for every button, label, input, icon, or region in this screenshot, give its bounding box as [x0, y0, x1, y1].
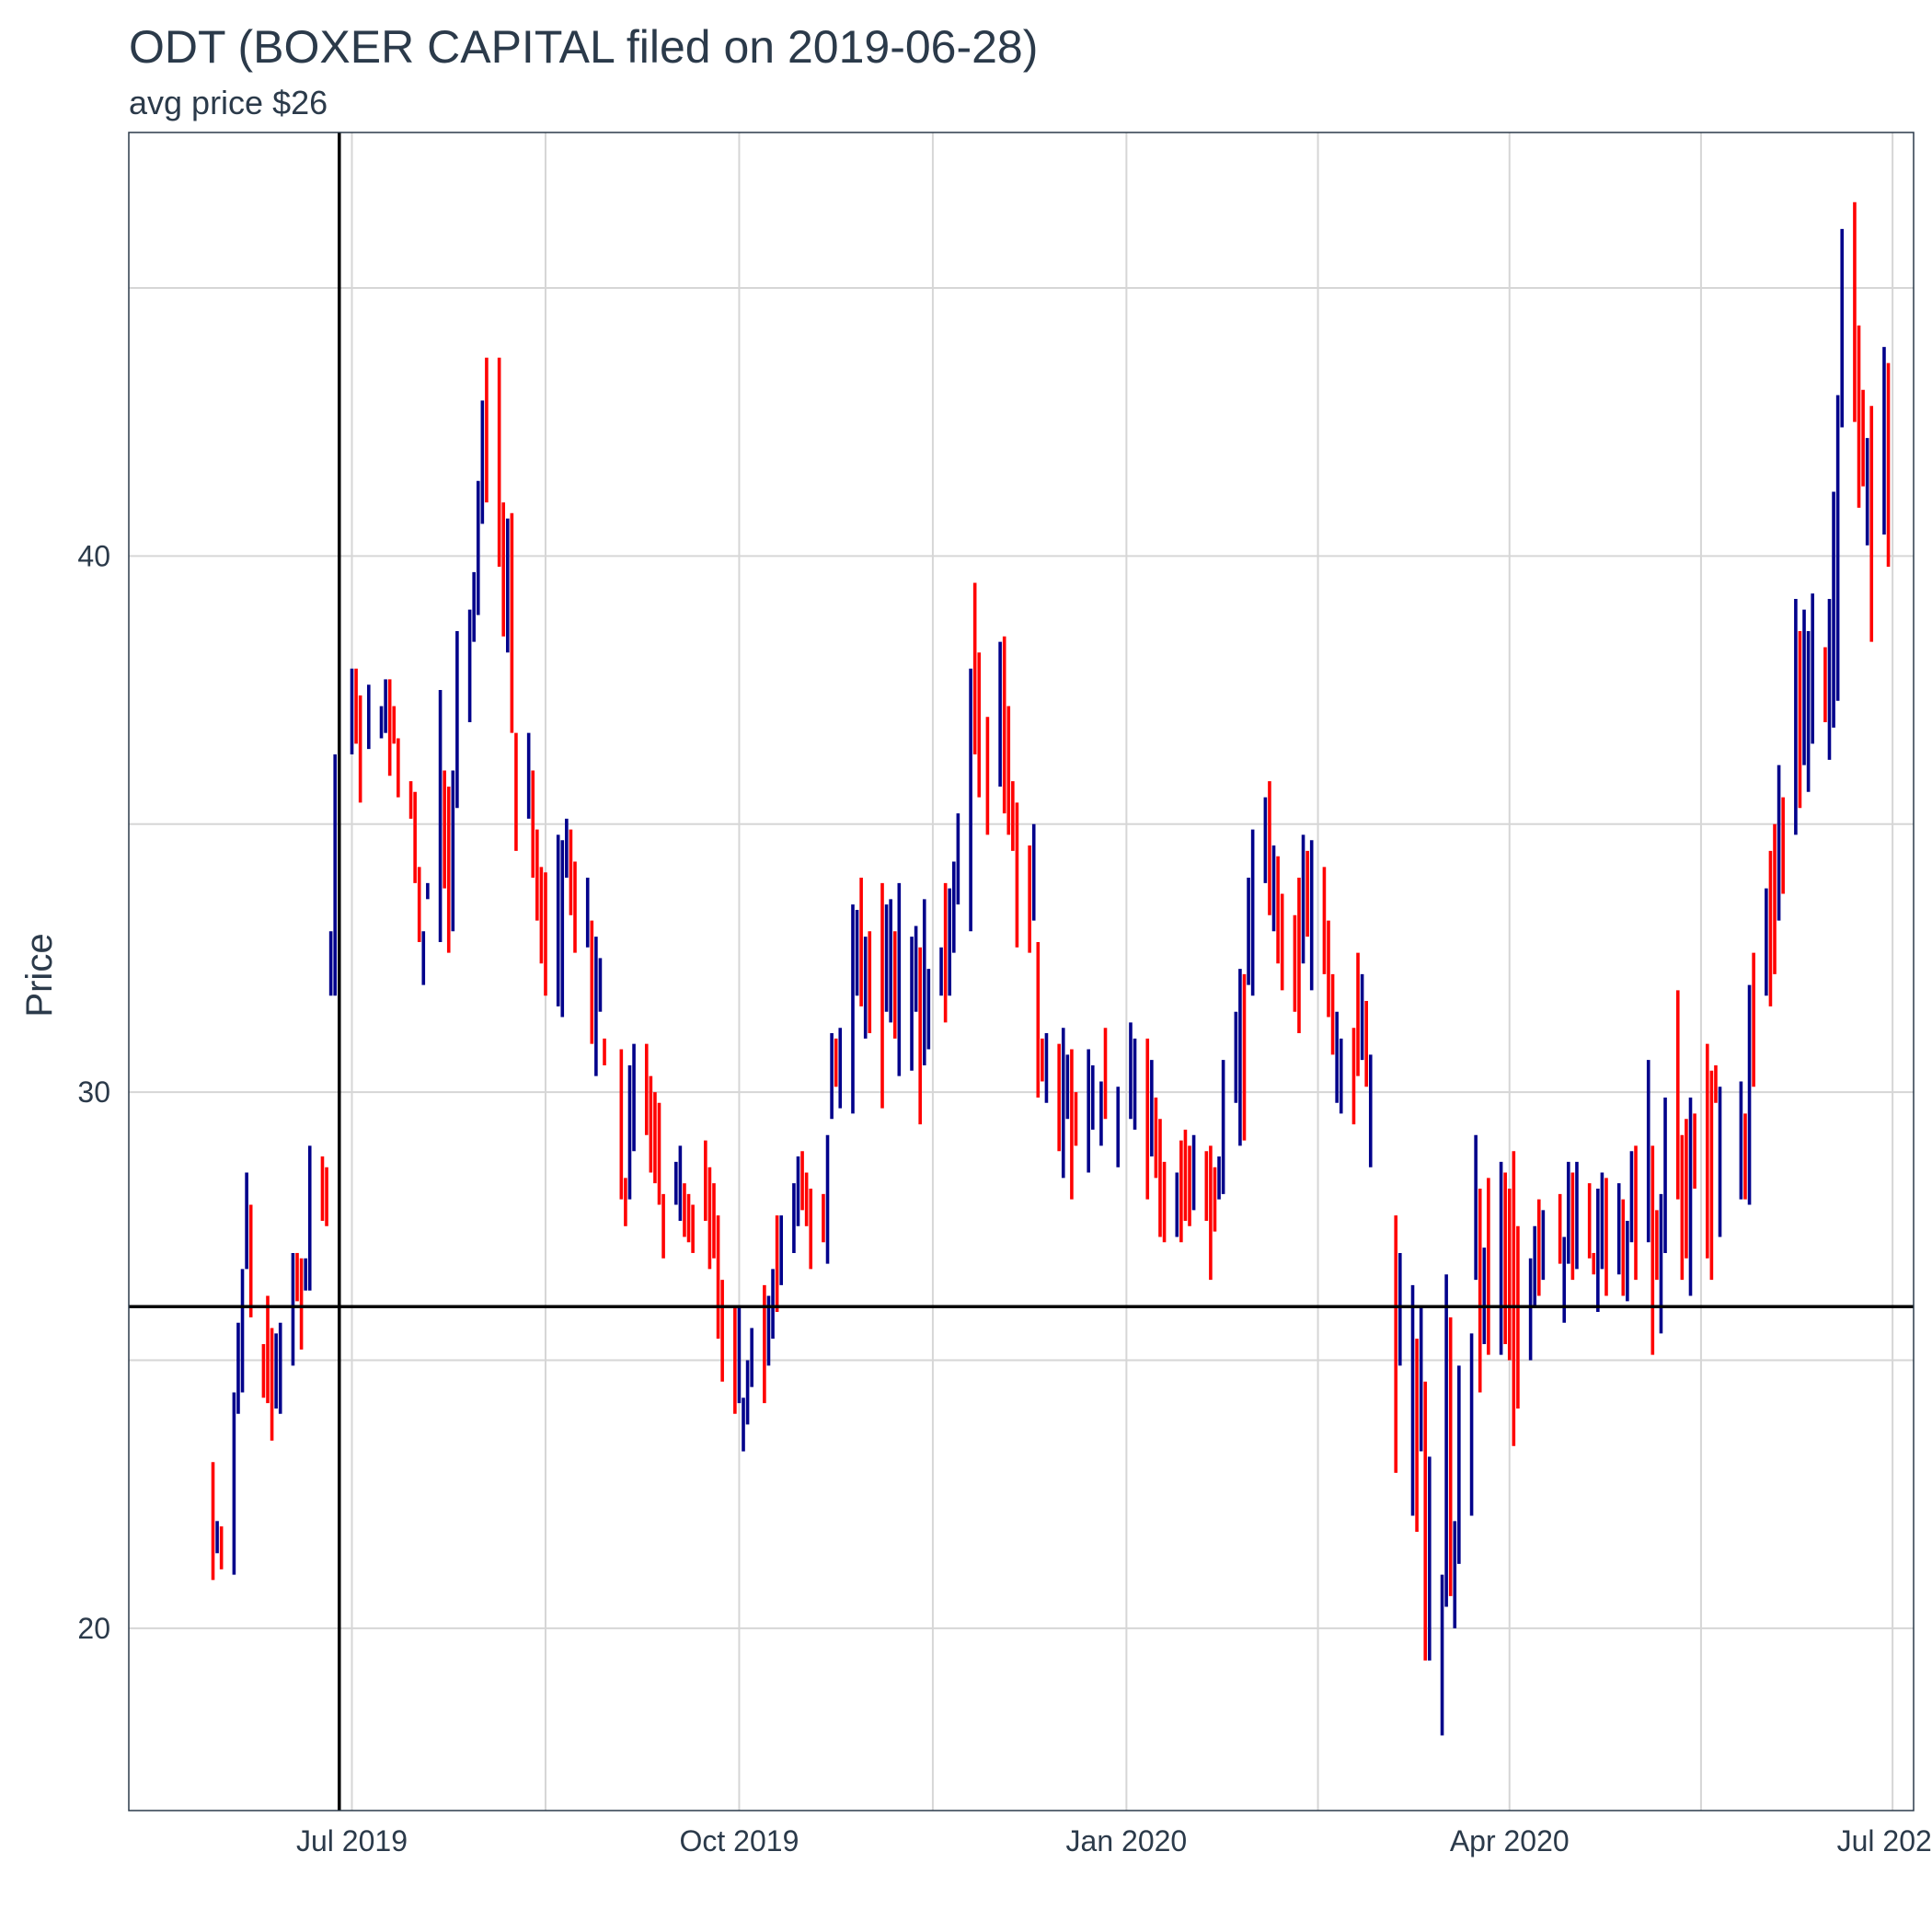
x-tick-label: Jul 2019	[296, 1824, 408, 1857]
ohlc-bars	[211, 201, 1891, 1736]
y-tick-label: 20	[77, 1612, 110, 1645]
x-tick-label: Apr 2020	[1450, 1824, 1570, 1857]
reference-lines	[129, 132, 1914, 1811]
x-tick-label: Jul 2020	[1837, 1824, 1932, 1857]
chart-title: ODT (BOXER CAPITAL filed on 2019-06-28)	[129, 21, 1038, 73]
x-tick-label: Oct 2019	[680, 1824, 799, 1857]
y-tick-label: 40	[77, 539, 110, 572]
chart-subtitle: avg price $26	[129, 84, 328, 121]
gridlines	[129, 132, 1914, 1811]
y-axis-label: Price	[19, 933, 60, 1017]
axis-ticks: 20 30 40 Jul 2019 Oct 2019 Jan 2020 Apr 2020 Ju…	[77, 539, 1932, 1857]
plot-frame	[128, 132, 1915, 1811]
y-tick-label: 30	[77, 1075, 110, 1109]
x-tick-label: Jan 2020	[1066, 1824, 1188, 1857]
